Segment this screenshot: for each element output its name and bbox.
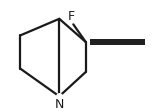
Text: F: F (68, 10, 75, 23)
Text: N: N (55, 98, 64, 111)
